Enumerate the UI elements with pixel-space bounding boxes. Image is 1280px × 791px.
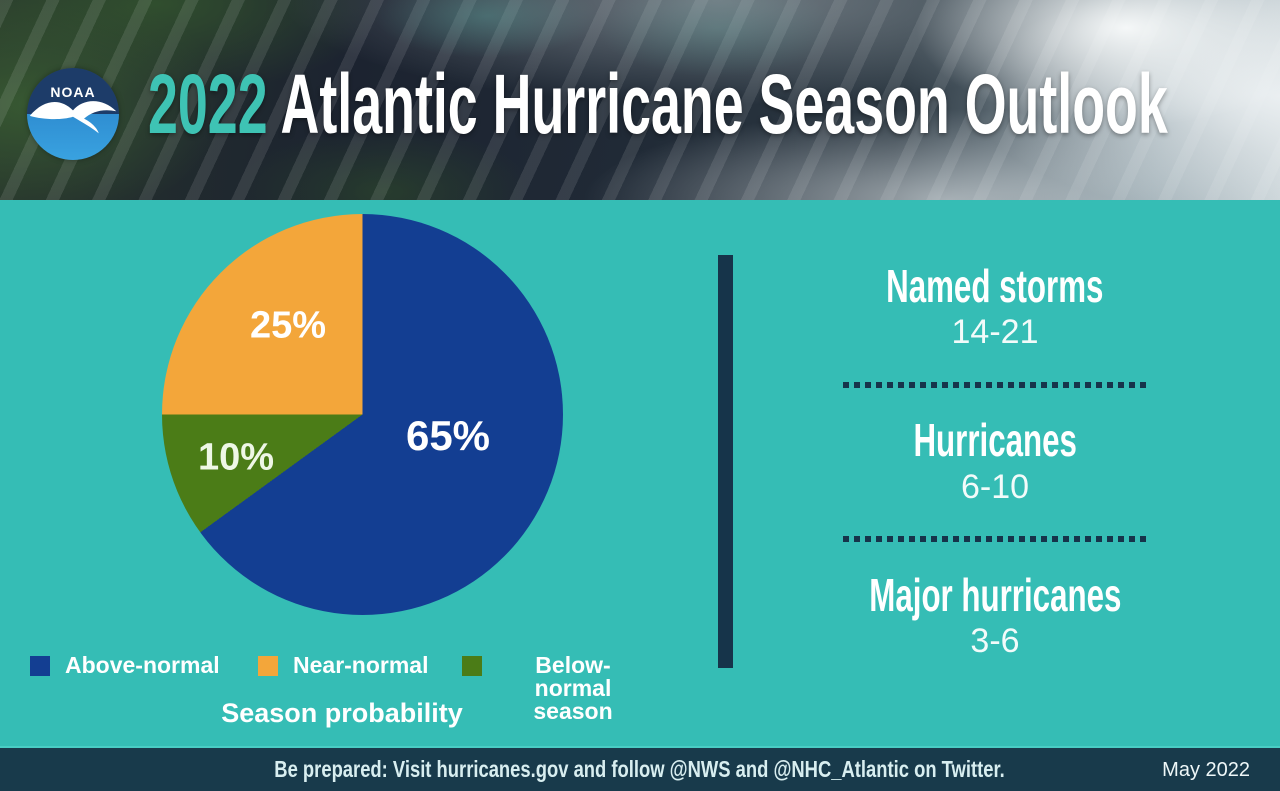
footer-message: Be prepared: Visit hurricanes.gov and fo… (274, 756, 1006, 782)
stat-hurricanes-value: 6-10 (960, 467, 1030, 506)
noaa-logo: NOAA (27, 68, 119, 160)
pie-label-near-normal: 25% (249, 304, 327, 347)
footer-date: May 2022 (1162, 759, 1250, 781)
legend-item-below-normal: Below-normal season (462, 654, 649, 723)
stat-major-hurricanes-label: Major hurricanes (868, 568, 1122, 621)
stat-major-hurricanes: Major hurricanes 3-6 (810, 571, 1181, 662)
stat-major-hurricanes-value: 3-6 (970, 622, 1020, 661)
season-pie: 65% 25% 10% (162, 214, 563, 615)
pie-label-above-normal: 65% (405, 412, 491, 459)
vertical-divider (718, 255, 733, 668)
stat-hurricanes: Hurricanes 6-10 (875, 416, 1115, 507)
title-rest: Atlantic Hurricane Season Outlook (280, 57, 1168, 151)
legend-label-near-normal: Near-normal (293, 652, 429, 678)
stat-hurricanes-label: Hurricanes (913, 414, 1077, 467)
legend-label-below-normal: Below-normal season (533, 652, 613, 724)
stat-named-storms-label: Named storms (886, 260, 1104, 312)
legend-swatch-below-normal (462, 656, 482, 676)
stats-column: Named storms 14-21 Hurricanes 6-10 Major… (790, 262, 1200, 662)
legend-item-near-normal: Near-normal (258, 654, 428, 677)
dotted-separator (842, 381, 1148, 388)
noaa-bird-icon (29, 101, 117, 134)
stat-named-storms-value: 14-21 (951, 313, 1039, 352)
page-title: 2022 Atlantic Hurricane Season Outlook (148, 58, 1168, 150)
legend-label-above-normal: Above-normal (65, 652, 220, 678)
legend-item-above-normal: Above-normal (30, 654, 220, 677)
chart-title: Season probability (221, 698, 463, 728)
header-banner: NOAA 2022 Atlantic Hurricane Season Outl… (0, 0, 1280, 200)
main-section: 65% 25% 10% Above-normal Near-normal Bel… (0, 200, 1280, 746)
title-year: 2022 (148, 57, 268, 151)
legend-swatch-above-normal (30, 656, 50, 676)
pie-label-below-normal: 10% (197, 436, 275, 479)
stat-named-storms: Named storms 14-21 (835, 262, 1155, 353)
legend-swatch-near-normal (258, 656, 278, 676)
noaa-logo-text: NOAA (50, 84, 96, 100)
footer-bar: Be prepared: Visit hurricanes.gov and fo… (0, 746, 1280, 791)
dotted-separator (842, 536, 1148, 543)
